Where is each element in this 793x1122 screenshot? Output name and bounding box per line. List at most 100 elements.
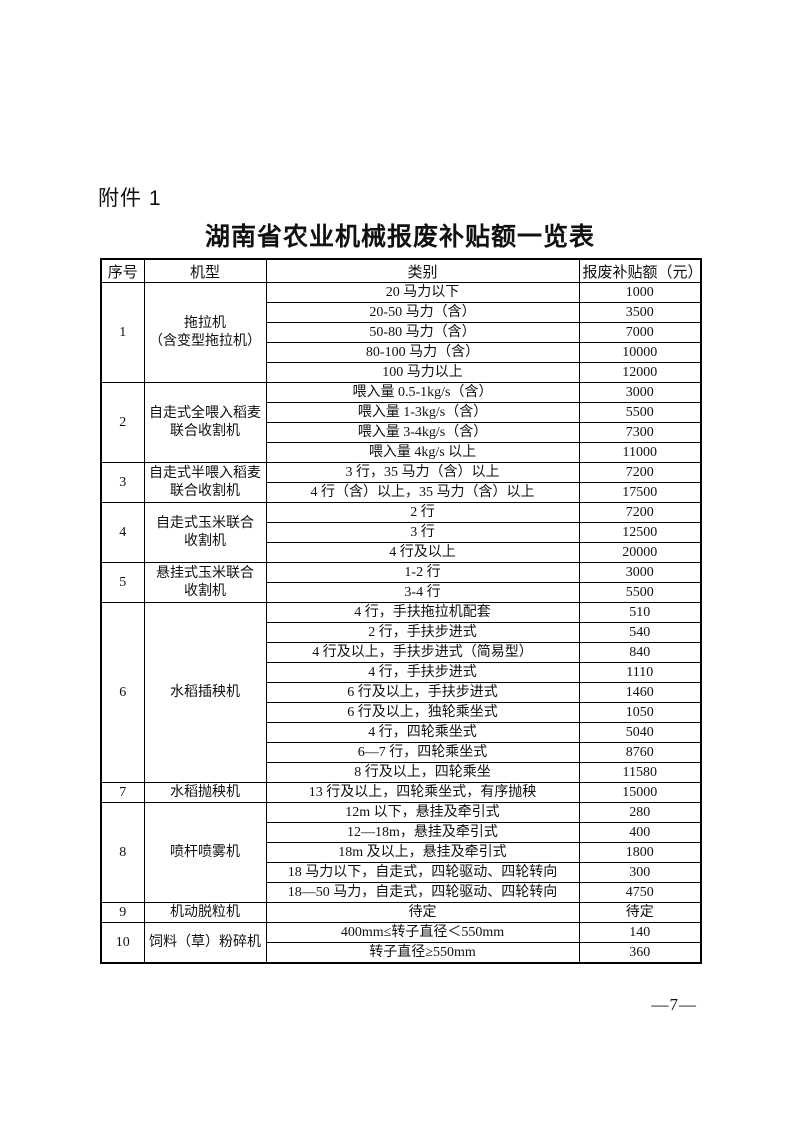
table-row: 1 拖拉机 （含变型拖拉机） 20 马力以下 1000 — [100, 282, 702, 383]
table-row: 12—18m，悬挂及牵引式 400 — [101, 822, 702, 843]
cell-subsidy-amount: 540 — [578, 622, 702, 643]
cell-subsidy-amount: 1800 — [578, 842, 702, 863]
cell-category: 3-4 行 — [265, 582, 580, 603]
cell-machine-type: 饲料（草）粉碎机 — [143, 922, 267, 964]
cell-category: 喂入量 0.5-1kg/s（含） — [265, 382, 580, 403]
header-subsidy-amount: 报废补贴额（元） — [578, 258, 702, 283]
cell-category: 20-50 马力（含） — [265, 302, 580, 323]
cell-subsidy-amount: 7000 — [578, 322, 702, 343]
cell-subsidy-amount: 8760 — [578, 742, 702, 763]
cell-subsidy-amount: 140 — [578, 922, 702, 943]
page-title: 湖南省农业机械报废补贴额一览表 — [204, 224, 595, 251]
cell-serial-number: 7 — [100, 782, 145, 803]
table-row: 转子直径≥550mm 360 — [101, 942, 702, 964]
cell-category: 4 行及以上 — [265, 542, 580, 563]
cell-category: 12—18m，悬挂及牵引式 — [265, 822, 580, 843]
cell-category: 3 行 — [265, 522, 580, 543]
header-category: 类别 — [265, 258, 580, 283]
table-row: 8 喷杆喷雾机 12m 以下，悬挂及牵引式 280 — [100, 802, 702, 903]
table-row: 2 自走式全喂入稻麦 联合收割机 喂入量 0.5-1kg/s（含） 3000 — [100, 382, 702, 463]
cell-category: 6 行及以上，手扶步进式 — [265, 682, 580, 703]
cell-category: 待定 — [265, 902, 580, 923]
cell-subsidy-amount: 3000 — [578, 382, 702, 403]
cell-serial-number: 2 — [100, 382, 145, 463]
subsidy-table: 序号 机型 类别 报废补贴额（元） 1 拖拉机 （含变型拖拉机） 20 马力以下 10… — [100, 258, 702, 964]
table-row: 80-100 马力（含） 10000 — [101, 342, 702, 363]
cell-subsidy-amount: 11580 — [578, 762, 702, 783]
cell-serial-number: 5 — [100, 562, 145, 603]
cell-serial-number: 1 — [100, 282, 145, 383]
cell-category: 4 行及以上，手扶步进式（简易型） — [265, 642, 580, 663]
cell-category: 13 行及以上，四轮乘坐式，有序抛秧 — [265, 782, 580, 803]
cell-category: 12m 以下，悬挂及牵引式 — [265, 802, 580, 823]
cell-subsidy-amount: 20000 — [578, 542, 702, 563]
table-row: 3 自走式半喂入稻麦 联合收割机 3 行，35 马力（含）以上 7200 — [100, 462, 702, 503]
cell-category: 18 马力以下，自走式，四轮驱动、四轮转向 — [265, 862, 580, 883]
cell-subsidy-amount: 7300 — [578, 422, 702, 443]
cell-category: 4 行（含）以上，35 马力（含）以上 — [265, 482, 580, 503]
cell-subsidy-amount: 17500 — [578, 482, 702, 503]
cell-category: 8 行及以上，四轮乘坐 — [265, 762, 580, 783]
cell-category: 100 马力以上 — [265, 362, 580, 383]
cell-subsidy-amount: 300 — [578, 862, 702, 883]
cell-serial-number: 9 — [100, 902, 145, 923]
table-row: 7 水稻抛秧机 13 行及以上，四轮乘坐式，有序抛秧 15000 — [100, 782, 702, 803]
table-row: 4 行及以上，手扶步进式（简易型） 840 — [101, 642, 702, 663]
cell-category: 20 马力以下 — [265, 282, 580, 303]
table-header-row: 序号 机型 类别 报废补贴额（元） — [100, 258, 702, 283]
table-row: 3 行 12500 — [101, 522, 702, 543]
table-row: 6 水稻插秧机 4 行，手扶拖拉机配套 510 — [100, 602, 702, 783]
cell-category: 6 行及以上，独轮乘坐式 — [265, 702, 580, 723]
cell-machine-type: 悬挂式玉米联合 收割机 — [143, 562, 267, 603]
cell-subsidy-amount: 5500 — [578, 402, 702, 423]
cell-subsidy-amount: 1460 — [578, 682, 702, 703]
cell-category: 80-100 马力（含） — [265, 342, 580, 363]
table-row: 10 饲料（草）粉碎机 400mm≤转子直径＜550mm 140 — [100, 922, 702, 964]
header-serial-number: 序号 — [100, 258, 145, 283]
cell-serial-number: 6 — [100, 602, 145, 783]
cell-subsidy-amount: 1110 — [578, 662, 702, 683]
table-row: 4 行及以上 20000 — [101, 542, 702, 563]
cell-machine-type: 机动脱粒机 — [143, 902, 267, 923]
cell-category: 3 行，35 马力（含）以上 — [265, 462, 580, 483]
cell-serial-number: 8 — [100, 802, 145, 903]
cell-category: 400mm≤转子直径＜550mm — [265, 922, 580, 943]
cell-subsidy-amount: 7200 — [578, 502, 702, 523]
table-row: 2 行，手扶步进式 540 — [101, 622, 702, 643]
cell-subsidy-amount: 840 — [578, 642, 702, 663]
cell-subsidy-amount: 4750 — [578, 882, 702, 903]
cell-subsidy-amount: 5040 — [578, 722, 702, 743]
cell-category: 18—50 马力，自走式，四轮驱动、四轮转向 — [265, 882, 580, 903]
cell-category: 4 行，手扶拖拉机配套 — [265, 602, 580, 623]
cell-subsidy-amount: 1000 — [578, 282, 702, 303]
cell-category: 喂入量 4kg/s 以上 — [265, 442, 580, 463]
cell-category: 喂入量 3-4kg/s（含） — [265, 422, 580, 443]
cell-category: 4 行，四轮乘坐式 — [265, 722, 580, 743]
cell-subsidy-amount: 400 — [578, 822, 702, 843]
cell-subsidy-amount: 1050 — [578, 702, 702, 723]
table-row: 9 机动脱粒机 待定 待定 — [100, 902, 702, 923]
cell-subsidy-amount: 360 — [578, 942, 702, 964]
cell-subsidy-amount: 11000 — [578, 442, 702, 463]
table-body: 1 拖拉机 （含变型拖拉机） 20 马力以下 1000 20-50 马力（含） 3500 5… — [100, 282, 702, 964]
cell-category: 4 行，手扶步进式 — [265, 662, 580, 683]
page-number: —7— — [651, 995, 697, 1014]
cell-subsidy-amount: 7200 — [578, 462, 702, 483]
cell-category: 转子直径≥550mm — [265, 942, 580, 964]
header-machine-type: 机型 — [143, 258, 267, 283]
table-row: 4 行，四轮乘坐式 5040 — [101, 722, 702, 743]
cell-category: 18m 及以上，悬挂及牵引式 — [265, 842, 580, 863]
table-row: 4 行，手扶步进式 1110 — [101, 662, 702, 683]
cell-subsidy-amount: 10000 — [578, 342, 702, 363]
cell-serial-number: 3 — [100, 462, 145, 503]
cell-machine-type: 自走式半喂入稻麦 联合收割机 — [143, 462, 267, 503]
cell-category: 6—7 行，四轮乘坐式 — [265, 742, 580, 763]
table-row: 喂入量 4kg/s 以上 11000 — [101, 442, 702, 463]
table-row: 6—7 行，四轮乘坐式 8760 — [101, 742, 702, 763]
cell-subsidy-amount: 510 — [578, 602, 702, 623]
table-row: 8 行及以上，四轮乘坐 11580 — [101, 762, 702, 783]
cell-subsidy-amount: 3000 — [578, 562, 702, 583]
attachment-label: 附件 1 — [98, 187, 162, 210]
cell-category: 50-80 马力（含） — [265, 322, 580, 343]
